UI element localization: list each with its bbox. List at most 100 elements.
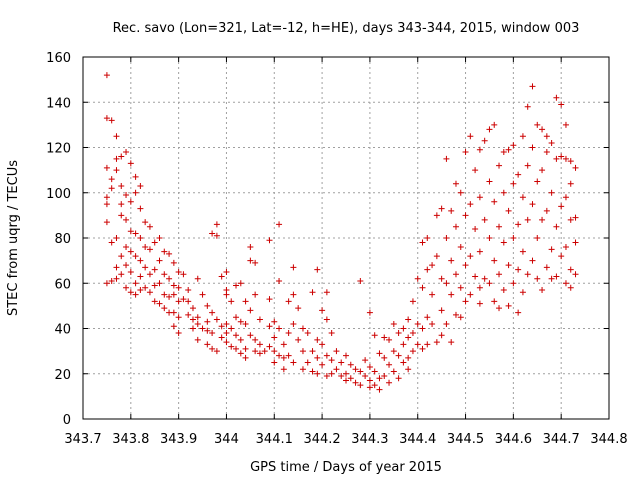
x-tick-label: 343.7 [64, 432, 101, 447]
data-point [223, 330, 230, 337]
data-point [553, 155, 560, 162]
data-point [539, 167, 546, 174]
data-point [103, 164, 110, 171]
data-point [438, 307, 445, 314]
data-point [290, 264, 297, 271]
data-point [151, 239, 158, 246]
data-point [333, 348, 340, 355]
data-point [472, 273, 479, 280]
data-point [309, 289, 316, 296]
data-point [558, 203, 565, 210]
data-point [194, 320, 201, 327]
data-point [343, 352, 349, 359]
data-point [137, 287, 144, 294]
data-point [491, 257, 498, 264]
data-point [448, 291, 455, 298]
data-point [151, 282, 158, 289]
data-point [213, 316, 220, 323]
data-point [366, 309, 373, 316]
y-tick-label: 20 [54, 368, 71, 383]
data-point [543, 264, 550, 271]
data-point [285, 352, 292, 359]
data-point [161, 291, 168, 298]
data-point [400, 341, 407, 348]
data-point [242, 298, 249, 305]
x-tick-label: 344.1 [256, 432, 293, 447]
data-point [467, 253, 474, 260]
data-point [233, 345, 240, 352]
data-point [433, 212, 440, 219]
data-point [462, 298, 469, 305]
x-tick-label: 344.2 [303, 432, 340, 447]
data-point [285, 298, 292, 305]
data-point [438, 205, 445, 212]
data-point [562, 121, 569, 128]
data-point [266, 323, 273, 330]
data-point [448, 339, 455, 346]
data-point [409, 330, 416, 337]
data-point [290, 291, 297, 298]
data-point [357, 382, 364, 389]
data-point [252, 291, 259, 298]
data-point [280, 341, 287, 348]
data-point [534, 178, 541, 185]
axis-ticks [82, 56, 610, 420]
data-point [118, 153, 125, 160]
data-point [467, 291, 474, 298]
data-point [510, 180, 517, 187]
data-point [113, 167, 120, 174]
data-point [515, 171, 522, 178]
data-point [290, 359, 297, 366]
data-point [299, 325, 306, 332]
data-point [137, 257, 144, 264]
data-point [142, 244, 149, 251]
data-point [314, 336, 321, 343]
data-point [500, 189, 507, 196]
data-point [233, 314, 240, 321]
data-point [519, 133, 526, 140]
data-point [103, 280, 110, 287]
data-point [524, 162, 531, 169]
data-point [472, 225, 479, 232]
x-tick-label: 344.6 [495, 432, 532, 447]
data-point [366, 384, 373, 391]
data-point [381, 354, 388, 361]
data-point [228, 343, 235, 350]
data-point [362, 357, 369, 364]
data-point [247, 244, 254, 251]
data-point [194, 336, 201, 343]
data-point [510, 235, 517, 241]
data-point [572, 239, 579, 246]
data-point [185, 311, 192, 318]
data-point [491, 198, 498, 205]
data-point [137, 205, 144, 212]
y-tick-label: 0 [63, 413, 71, 428]
data-point [371, 382, 378, 389]
data-point [386, 361, 393, 368]
data-point [543, 207, 550, 214]
data-point [223, 291, 230, 298]
data-point [123, 216, 130, 223]
data-point [343, 377, 349, 384]
data-point [500, 149, 507, 156]
data-point [419, 284, 426, 291]
data-point [562, 155, 569, 162]
data-point [132, 173, 139, 180]
data-point [146, 271, 153, 278]
data-point [175, 284, 182, 291]
data-point [481, 137, 488, 144]
data-point [323, 352, 330, 359]
data-point [534, 235, 541, 241]
data-point [237, 336, 244, 343]
data-point [146, 223, 153, 230]
data-point [204, 341, 211, 348]
data-point [572, 214, 579, 221]
data-point [166, 250, 173, 257]
data-point [118, 201, 125, 208]
data-point [204, 318, 211, 325]
data-point [132, 230, 139, 237]
data-point [204, 302, 211, 309]
data-point [319, 307, 326, 314]
data-point [395, 330, 402, 337]
data-point [529, 257, 536, 264]
